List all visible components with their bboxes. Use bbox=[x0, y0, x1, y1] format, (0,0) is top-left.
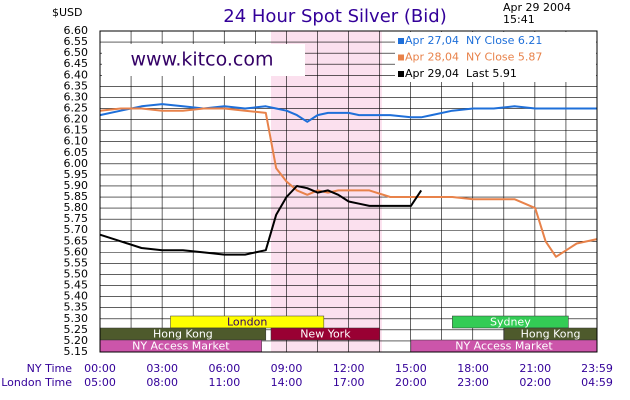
y-tick-label: 5.25 bbox=[64, 323, 89, 336]
x-tick-label: 15:00 bbox=[395, 362, 427, 375]
y-tick-label: 6.05 bbox=[64, 146, 89, 159]
watermark-box bbox=[102, 44, 305, 76]
x-tick-label: 06:00 bbox=[209, 362, 241, 375]
legend-swatch bbox=[398, 38, 404, 44]
x-tick-label: 21:00 bbox=[519, 362, 551, 375]
x-tick-label: 12:00 bbox=[333, 362, 365, 375]
x-axis-label: NY Time bbox=[27, 362, 73, 375]
session-label: Hong Kong bbox=[153, 328, 213, 341]
x-tick-label: 09:00 bbox=[271, 362, 303, 375]
y-tick-label: 5.75 bbox=[64, 212, 89, 225]
legend-box bbox=[395, 32, 596, 82]
series-line bbox=[99, 185, 423, 256]
x2-axis-label: London Time bbox=[1, 376, 72, 389]
date: Apr 29 2004 bbox=[503, 1, 571, 14]
legend-label: Apr 28,04 NY Close 5.87 bbox=[405, 51, 542, 64]
time: 15:41 bbox=[503, 13, 535, 26]
y-tick-label: 5.95 bbox=[64, 168, 89, 181]
session-label: NY Access Market bbox=[455, 340, 553, 353]
y-tick-label: 6.40 bbox=[64, 68, 89, 81]
y-tick-label: 6.55 bbox=[64, 35, 89, 48]
chart-title: 24 Hour Spot Silver (Bid) bbox=[223, 6, 446, 27]
x-tick-label: 18:00 bbox=[457, 362, 489, 375]
x2-tick-label: 14:00 bbox=[271, 376, 303, 389]
y-tick-label: 5.20 bbox=[64, 334, 89, 347]
y-tick-label: 6.20 bbox=[64, 113, 89, 126]
y-tick-label: 6.15 bbox=[64, 124, 89, 137]
y-tick-label: 6.60 bbox=[64, 24, 89, 37]
x-tick-label: 23:59 bbox=[581, 362, 613, 375]
y-tick-label: 5.70 bbox=[64, 223, 89, 236]
plot-frame bbox=[99, 30, 598, 353]
x2-tick-label: 11:00 bbox=[209, 376, 241, 389]
session-label: London bbox=[227, 316, 267, 329]
y-tick-label: 6.35 bbox=[64, 79, 89, 92]
y-tick-label: 5.40 bbox=[64, 290, 89, 303]
y-tick-label: 5.80 bbox=[64, 201, 89, 214]
y-tick-label: 5.50 bbox=[64, 268, 89, 281]
x-tick-label: 00:00 bbox=[84, 362, 116, 375]
session-label: New York bbox=[300, 328, 351, 341]
x2-tick-label: 04:59 bbox=[581, 376, 613, 389]
session-label: Sydney bbox=[490, 316, 531, 329]
y-tick-label: 6.10 bbox=[64, 135, 89, 148]
y-tick-label: 6.50 bbox=[64, 46, 89, 59]
y-tick-label: 6.25 bbox=[64, 101, 89, 114]
y-tick-label: 5.35 bbox=[64, 301, 89, 314]
session-label: Hong Kong bbox=[521, 328, 581, 341]
x2-tick-label: 20:00 bbox=[395, 376, 427, 389]
x-tick-label: 03:00 bbox=[146, 362, 178, 375]
y-tick-label: 5.65 bbox=[64, 234, 89, 247]
y-tick-label: 5.90 bbox=[64, 179, 89, 192]
legend-swatch bbox=[398, 71, 404, 77]
unit-label: $USD bbox=[52, 6, 83, 19]
watermark: www.kitco.com bbox=[130, 49, 273, 71]
y-tick-label: 5.30 bbox=[64, 312, 89, 325]
legend-label: Apr 29,04 Last 5.91 bbox=[405, 67, 517, 80]
y-tick-label: 6.30 bbox=[64, 90, 89, 103]
series-line bbox=[99, 107, 598, 258]
y-tick-label: 5.85 bbox=[64, 190, 89, 203]
y-tick-label: 5.45 bbox=[64, 279, 89, 292]
y-tick-label: 6.00 bbox=[64, 157, 89, 170]
legend-label: Apr 27,04 NY Close 6.21 bbox=[405, 34, 542, 47]
legend-swatch bbox=[398, 54, 404, 61]
x2-tick-label: 08:00 bbox=[146, 376, 178, 389]
x2-tick-label: 05:00 bbox=[84, 376, 116, 389]
y-tick-label: 5.60 bbox=[64, 245, 89, 258]
session-bar bbox=[270, 327, 381, 341]
x2-tick-label: 23:00 bbox=[457, 376, 489, 389]
x2-tick-label: 02:00 bbox=[519, 376, 551, 389]
y-tick-label: 5.55 bbox=[64, 256, 89, 269]
y-tick-label: 5.15 bbox=[64, 345, 89, 358]
y-tick-label: 6.45 bbox=[64, 57, 89, 70]
x2-tick-label: 17:00 bbox=[333, 376, 365, 389]
session-label: NY Access Market bbox=[132, 340, 230, 353]
